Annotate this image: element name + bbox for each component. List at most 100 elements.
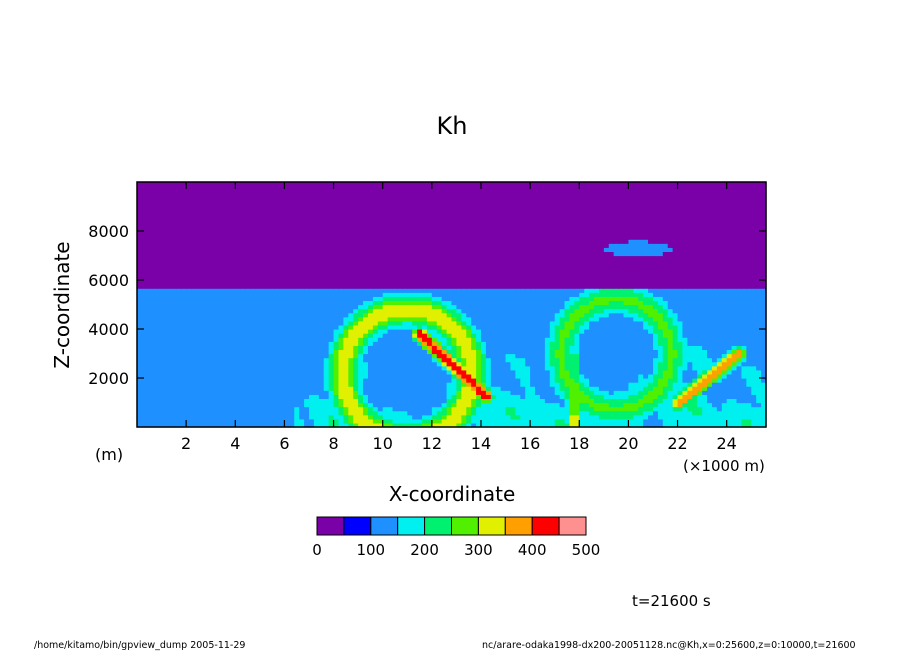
heatmap-cell [422, 300, 428, 306]
heatmap-cell [702, 373, 708, 379]
heatmap-cell [191, 316, 197, 322]
heatmap-cell [264, 280, 271, 285]
heatmap-cell [304, 333, 310, 338]
heatmap-cell [240, 304, 246, 310]
heatmap-cell [191, 406, 197, 412]
heatmap-cell [358, 398, 364, 404]
heatmap-cell [343, 341, 349, 346]
heatmap-cell [264, 333, 271, 338]
heatmap-cell [485, 365, 492, 371]
heatmap-cell [598, 386, 605, 391]
heatmap-cell [151, 390, 158, 395]
heatmap-cell [598, 304, 605, 310]
heatmap-cell [687, 280, 693, 285]
heatmap-cell [638, 341, 644, 346]
heatmap-cell [589, 406, 595, 412]
heatmap-cell [559, 329, 566, 334]
heatmap-cell [594, 382, 600, 387]
heatmap-cell [584, 353, 590, 359]
heatmap-cell [613, 394, 620, 400]
heatmap-cell [446, 418, 453, 424]
heatmap-cell [652, 386, 659, 391]
heatmap-cell [392, 398, 399, 404]
heatmap-cell [259, 373, 266, 379]
heatmap-cell [505, 422, 512, 428]
heatmap-cell [141, 267, 148, 273]
heatmap-cell [476, 296, 482, 302]
heatmap-cell [289, 369, 295, 375]
heatmap-cell [200, 386, 207, 391]
heatmap-cell [446, 361, 453, 367]
heatmap-cell [525, 337, 531, 342]
heatmap-cell [648, 288, 654, 293]
heatmap-cell [707, 341, 713, 346]
heatmap-cell [171, 284, 177, 289]
heatmap-cell [535, 382, 541, 387]
heatmap-cell [245, 288, 251, 293]
heatmap-cell [456, 316, 462, 322]
heatmap-cell [338, 418, 344, 424]
heatmap-cell [318, 410, 325, 416]
heatmap-cell [412, 394, 418, 400]
heatmap-cell [225, 369, 231, 375]
heatmap-cell [151, 271, 158, 277]
heatmap-cell [343, 390, 349, 395]
heatmap-cell [662, 304, 669, 310]
heatmap-cell [476, 378, 482, 383]
heatmap-cell [657, 369, 664, 375]
heatmap-cell [756, 406, 762, 412]
heatmap-cell [608, 414, 615, 420]
heatmap-cell [372, 410, 379, 416]
heatmap-cell [392, 345, 399, 351]
heatmap-cell [623, 349, 629, 355]
heatmap-cell [392, 304, 399, 310]
heatmap-cell [682, 337, 688, 342]
heatmap-cell [436, 284, 443, 289]
heatmap-cell [721, 308, 728, 314]
heatmap-cell [254, 304, 261, 310]
heatmap-cell [446, 292, 453, 297]
heatmap-cell [294, 312, 300, 318]
heatmap-cell [137, 410, 143, 416]
heatmap-cell [426, 373, 433, 379]
heatmap-cell [461, 341, 467, 346]
heatmap-cell [741, 267, 747, 273]
heatmap-cell [363, 422, 369, 428]
heatmap-cell [505, 320, 512, 326]
heatmap-cell [535, 288, 541, 293]
heatmap-cell [731, 357, 738, 363]
heatmap-cell [520, 304, 526, 310]
heatmap-cell [598, 308, 605, 314]
heatmap-cell [323, 271, 330, 277]
heatmap-cell [711, 369, 718, 375]
heatmap-cell [761, 418, 767, 424]
heatmap-cell [156, 410, 163, 416]
heatmap-cell [741, 341, 747, 346]
heatmap-cell [323, 349, 330, 355]
heatmap-cell [471, 349, 477, 355]
heatmap-cell [544, 394, 551, 400]
heatmap-cell [589, 353, 595, 359]
heatmap-cell [682, 284, 688, 289]
heatmap-cell [161, 324, 168, 330]
heatmap-cell [137, 284, 143, 289]
heatmap-cell [461, 267, 467, 273]
heatmap-cell [176, 378, 182, 383]
heatmap-cell [544, 398, 551, 404]
heatmap-cell [279, 418, 286, 424]
heatmap-cell [426, 353, 433, 359]
heatmap-cell [569, 312, 575, 318]
heatmap-cell [495, 312, 502, 318]
heatmap-cell [500, 353, 507, 359]
heatmap-cell [736, 365, 743, 371]
heatmap-cell [358, 394, 364, 400]
heatmap-cell [215, 304, 222, 310]
heatmap-cell [490, 292, 497, 297]
heatmap-cell [623, 378, 629, 383]
heatmap-cell [146, 353, 153, 359]
heatmap-cell [446, 382, 453, 387]
heatmap-cell [289, 275, 295, 281]
heatmap-cell [397, 304, 403, 310]
heatmap-cell [358, 329, 364, 334]
heatmap-cell [441, 296, 448, 302]
